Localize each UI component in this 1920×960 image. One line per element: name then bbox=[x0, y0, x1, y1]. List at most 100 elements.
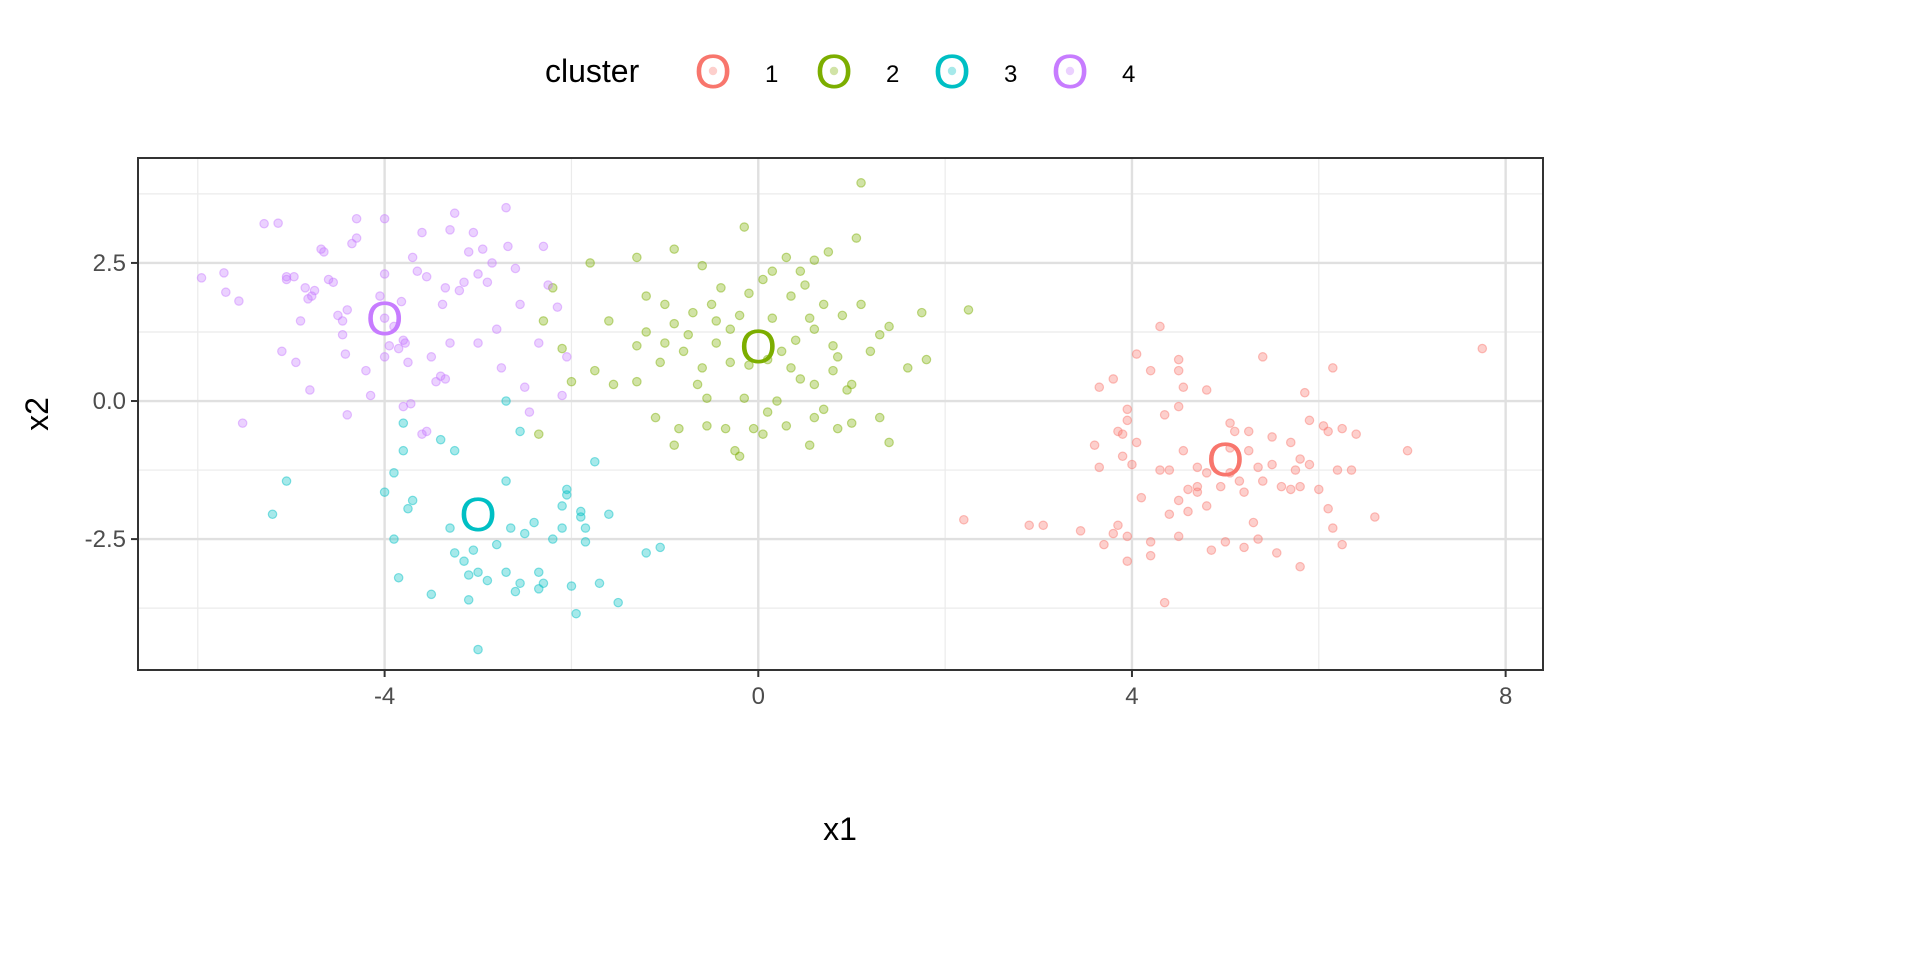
x-axis-label: x1 bbox=[823, 811, 857, 847]
data-point bbox=[1192, 462, 1203, 473]
data-point bbox=[491, 324, 502, 335]
data-point bbox=[856, 178, 866, 188]
data-point bbox=[585, 258, 595, 268]
data-point bbox=[351, 233, 362, 243]
data-point bbox=[1075, 526, 1086, 536]
data-point bbox=[1145, 365, 1156, 376]
data-point bbox=[449, 445, 460, 456]
data-point bbox=[515, 299, 525, 310]
data-point bbox=[445, 338, 455, 348]
cluster-center-label: O bbox=[1207, 434, 1244, 487]
data-point bbox=[277, 346, 287, 357]
legend-point-icon bbox=[708, 66, 718, 76]
data-point bbox=[1257, 352, 1268, 362]
data-point bbox=[786, 363, 796, 373]
data-point bbox=[921, 354, 932, 365]
data-point bbox=[1122, 531, 1133, 542]
data-point bbox=[501, 567, 511, 578]
data-point bbox=[281, 271, 292, 282]
data-point bbox=[1136, 492, 1147, 503]
data-point bbox=[459, 277, 469, 288]
data-point bbox=[431, 376, 441, 387]
data-point bbox=[1122, 556, 1133, 566]
data-point bbox=[403, 357, 413, 368]
axes: x1 x2 -4 0 4 8 -2.5 0.0 2.5 bbox=[19, 250, 1512, 847]
data-point bbox=[1253, 462, 1263, 473]
data-point bbox=[557, 523, 567, 533]
data-point bbox=[1173, 354, 1184, 365]
data-point bbox=[440, 282, 451, 293]
data-point bbox=[538, 316, 549, 326]
data-point bbox=[1159, 597, 1170, 608]
data-point bbox=[337, 316, 348, 326]
data-point bbox=[375, 291, 385, 301]
data-point bbox=[1173, 495, 1184, 506]
data-point bbox=[361, 365, 371, 376]
data-point bbox=[828, 340, 838, 351]
data-point bbox=[337, 329, 348, 340]
data-point bbox=[515, 426, 525, 437]
data-point bbox=[417, 227, 427, 238]
data-point bbox=[632, 340, 642, 351]
data-point bbox=[744, 288, 754, 299]
legend-center-glyph: O bbox=[1051, 46, 1088, 99]
data-point bbox=[1164, 509, 1175, 520]
data-point bbox=[590, 456, 600, 467]
data-point bbox=[281, 476, 292, 486]
legend-label: 2 bbox=[886, 61, 899, 88]
data-point bbox=[632, 376, 642, 387]
data-point bbox=[515, 578, 525, 589]
series-3 bbox=[267, 396, 666, 655]
data-point bbox=[734, 310, 745, 321]
data-point bbox=[503, 241, 513, 252]
data-point bbox=[449, 548, 460, 558]
data-point bbox=[384, 340, 395, 351]
cluster-center-label: O bbox=[740, 321, 777, 374]
data-point bbox=[449, 208, 460, 219]
data-point bbox=[1304, 415, 1315, 426]
data-point bbox=[688, 307, 698, 318]
data-point bbox=[501, 476, 511, 486]
data-point bbox=[650, 412, 661, 423]
data-point bbox=[730, 445, 740, 456]
data-point bbox=[389, 534, 399, 544]
data-point bbox=[435, 434, 446, 445]
data-point bbox=[1122, 415, 1133, 426]
data-point bbox=[1290, 465, 1301, 475]
data-point bbox=[1346, 465, 1357, 475]
data-point bbox=[795, 374, 806, 384]
data-point bbox=[1332, 465, 1343, 475]
data-point bbox=[482, 575, 493, 586]
data-point bbox=[846, 418, 857, 428]
data-point bbox=[379, 269, 390, 279]
data-point bbox=[1229, 426, 1240, 437]
data-point bbox=[477, 244, 488, 254]
data-point bbox=[221, 287, 231, 298]
data-point bbox=[884, 437, 894, 448]
data-point bbox=[454, 285, 465, 296]
data-point bbox=[818, 404, 829, 415]
data-point bbox=[1225, 468, 1235, 478]
data-point bbox=[552, 302, 563, 312]
data-point bbox=[1192, 487, 1203, 497]
data-point bbox=[407, 252, 418, 263]
data-point bbox=[758, 274, 768, 285]
legend-center-glyph: O bbox=[933, 46, 970, 99]
data-point bbox=[613, 597, 623, 608]
data-point bbox=[660, 338, 670, 348]
data-point bbox=[575, 506, 586, 517]
data-point bbox=[1239, 542, 1249, 553]
data-point bbox=[505, 523, 516, 533]
data-point bbox=[473, 338, 483, 348]
data-point bbox=[557, 501, 567, 511]
series-1 bbox=[959, 321, 1488, 608]
data-point bbox=[417, 429, 427, 439]
legend-label: 1 bbox=[765, 61, 778, 88]
data-point bbox=[1094, 382, 1105, 393]
x-tick-label: -4 bbox=[374, 683, 395, 710]
cluster-center-label: O bbox=[366, 293, 403, 346]
